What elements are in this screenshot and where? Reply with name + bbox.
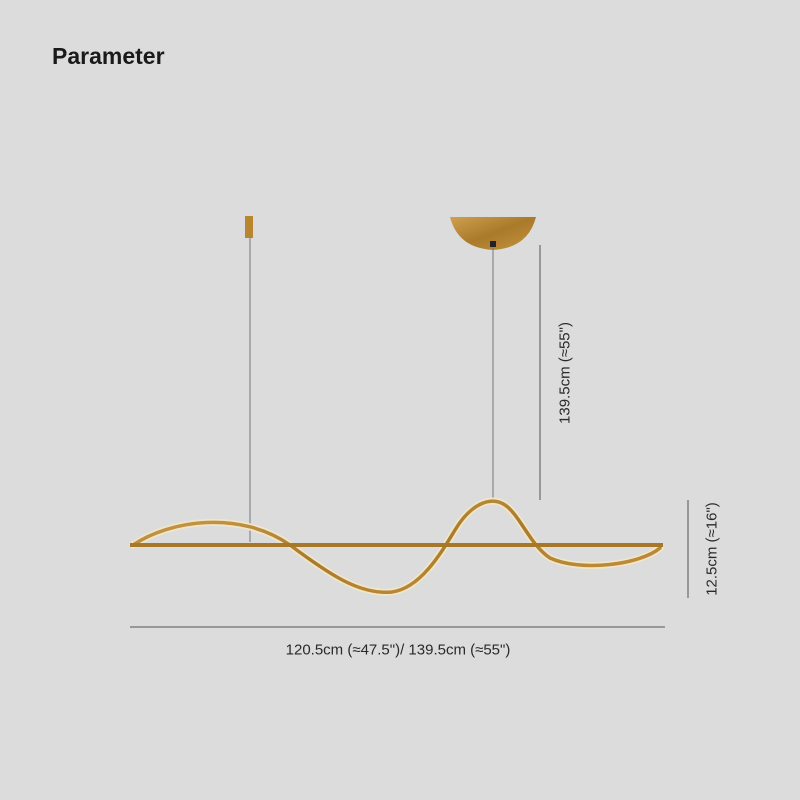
wire-cap — [245, 216, 253, 238]
fixture-height-label: 12.5cm (≈16") — [703, 502, 721, 596]
ceiling-canopy — [450, 217, 536, 250]
height-drop-label: 139.5cm (≈55") — [556, 322, 574, 424]
width-label: 120.5cm (≈47.5")/ 139.5cm (≈55") — [285, 641, 511, 659]
page-title: Parameter — [52, 43, 165, 69]
horizontal-bar — [130, 543, 663, 547]
canopy-connector — [490, 241, 496, 247]
